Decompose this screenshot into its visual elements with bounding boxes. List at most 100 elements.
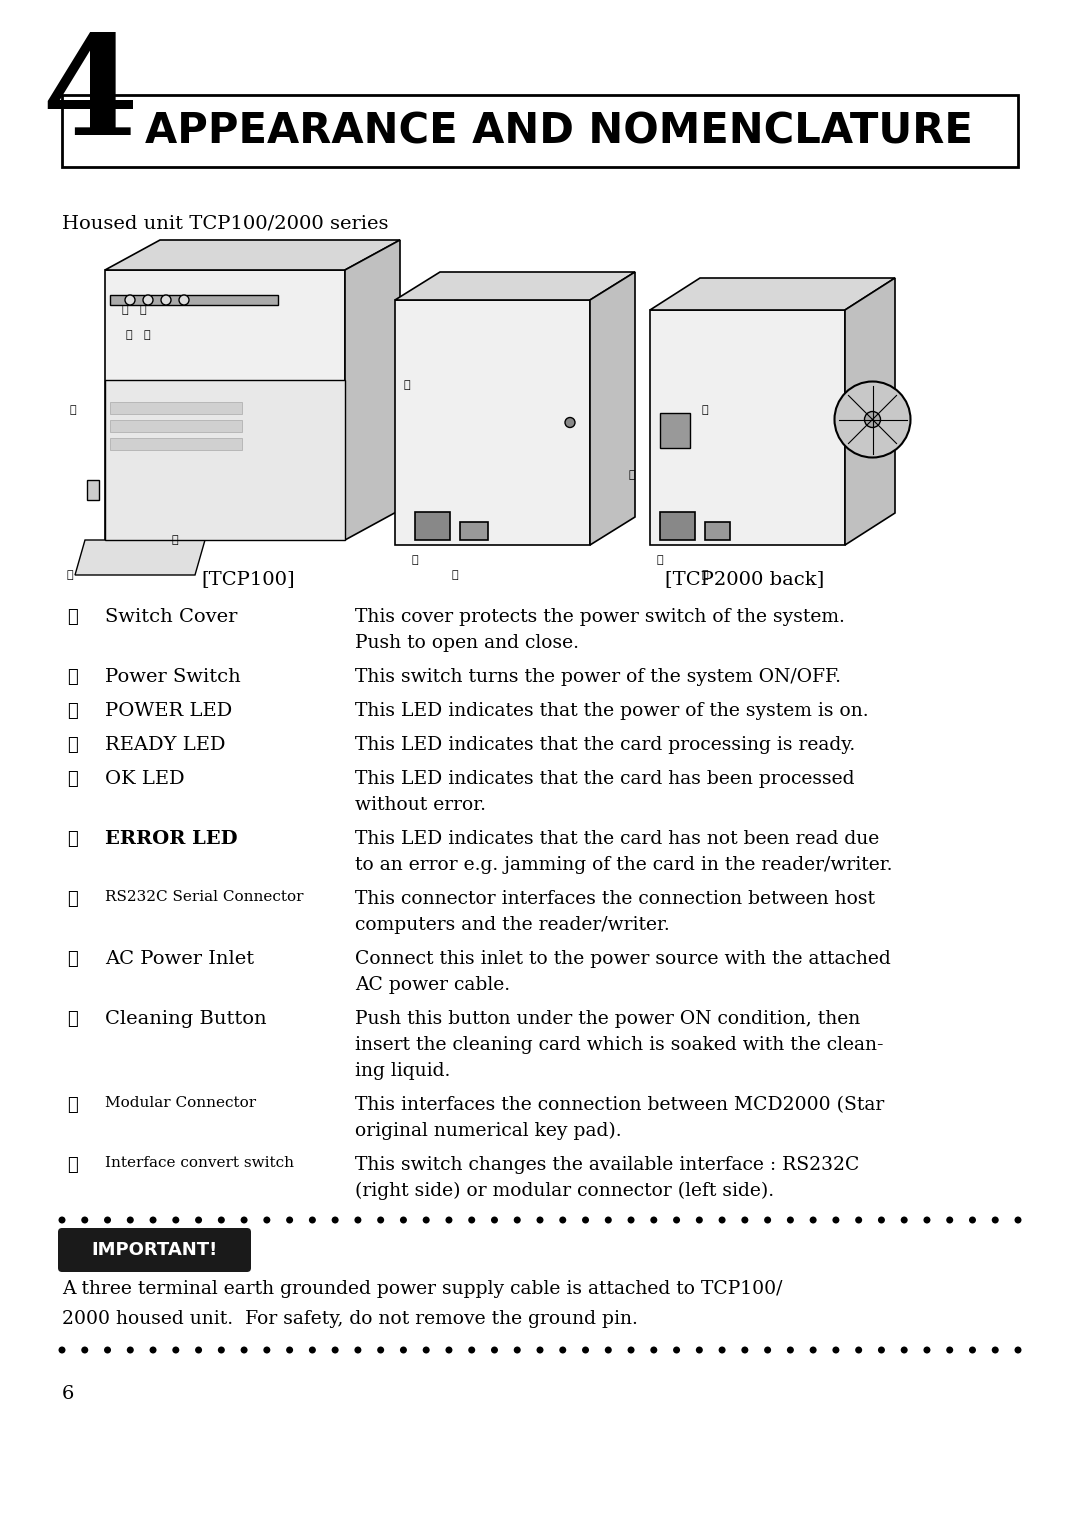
Text: ⑪: ⑪ xyxy=(68,1156,79,1174)
Circle shape xyxy=(58,1217,66,1223)
Text: This LED indicates that the power of the system is on.: This LED indicates that the power of the… xyxy=(355,702,868,720)
Text: IMPORTANT!: IMPORTANT! xyxy=(92,1242,218,1258)
Circle shape xyxy=(969,1217,976,1223)
Circle shape xyxy=(422,1347,430,1353)
Text: ⑤: ⑤ xyxy=(68,771,79,787)
Circle shape xyxy=(559,1217,566,1223)
Text: Push this button under the power ON condition, then: Push this button under the power ON cond… xyxy=(355,1011,861,1027)
Circle shape xyxy=(582,1347,589,1353)
Circle shape xyxy=(741,1347,748,1353)
Circle shape xyxy=(195,1217,202,1223)
Circle shape xyxy=(537,1347,543,1353)
Circle shape xyxy=(445,1347,453,1353)
Circle shape xyxy=(400,1217,407,1223)
Circle shape xyxy=(514,1217,521,1223)
Circle shape xyxy=(173,1347,179,1353)
Text: ⑥: ⑥ xyxy=(144,330,150,339)
Text: original numerical key pad).: original numerical key pad). xyxy=(355,1122,622,1141)
Circle shape xyxy=(173,1217,179,1223)
Bar xyxy=(415,512,450,540)
Circle shape xyxy=(126,1347,134,1353)
Text: to an error e.g. jamming of the card in the reader/writer.: to an error e.g. jamming of the card in … xyxy=(355,856,892,875)
Circle shape xyxy=(833,1347,839,1353)
Text: ⑩: ⑩ xyxy=(404,381,410,390)
Circle shape xyxy=(855,1217,862,1223)
Text: without error.: without error. xyxy=(355,797,486,813)
Text: APPEARANCE AND NOMENCLATURE: APPEARANCE AND NOMENCLATURE xyxy=(145,110,973,151)
Text: ⑨: ⑨ xyxy=(70,405,77,414)
Text: ①: ① xyxy=(68,609,79,625)
Text: This switch turns the power of the system ON/OFF.: This switch turns the power of the syste… xyxy=(355,668,841,687)
Text: ①: ① xyxy=(67,570,73,579)
Circle shape xyxy=(650,1217,658,1223)
Text: ②: ② xyxy=(68,668,79,687)
Text: ERROR LED: ERROR LED xyxy=(105,830,238,849)
Circle shape xyxy=(286,1347,293,1353)
Polygon shape xyxy=(395,272,635,300)
Circle shape xyxy=(58,1347,66,1353)
Text: This cover protects the power switch of the system.: This cover protects the power switch of … xyxy=(355,609,845,625)
Text: AC power cable.: AC power cable. xyxy=(355,976,510,994)
Text: computers and the reader/writer.: computers and the reader/writer. xyxy=(355,916,670,934)
Circle shape xyxy=(627,1217,635,1223)
Bar xyxy=(62,95,1018,167)
Circle shape xyxy=(991,1347,999,1353)
Circle shape xyxy=(537,1217,543,1223)
Circle shape xyxy=(878,1347,885,1353)
Circle shape xyxy=(143,295,153,304)
Circle shape xyxy=(286,1217,293,1223)
Text: ⑩: ⑩ xyxy=(68,1096,79,1115)
FancyBboxPatch shape xyxy=(58,1228,251,1272)
Text: ⑩: ⑩ xyxy=(629,469,635,480)
Text: ③: ③ xyxy=(122,304,129,315)
Circle shape xyxy=(673,1217,680,1223)
Circle shape xyxy=(969,1347,976,1353)
Circle shape xyxy=(445,1217,453,1223)
Circle shape xyxy=(264,1347,270,1353)
Text: (right side) or modular connector (left side).: (right side) or modular connector (left … xyxy=(355,1182,774,1200)
Text: Cleaning Button: Cleaning Button xyxy=(105,1011,267,1027)
Text: ⑦: ⑦ xyxy=(702,570,708,579)
Polygon shape xyxy=(75,540,205,575)
Text: ⑪: ⑪ xyxy=(702,405,708,414)
Text: Switch Cover: Switch Cover xyxy=(105,609,238,625)
Circle shape xyxy=(309,1217,315,1223)
Circle shape xyxy=(923,1217,931,1223)
Circle shape xyxy=(81,1347,89,1353)
Circle shape xyxy=(991,1217,999,1223)
Circle shape xyxy=(241,1217,247,1223)
Text: ing liquid.: ing liquid. xyxy=(355,1063,450,1079)
Circle shape xyxy=(559,1347,566,1353)
Circle shape xyxy=(491,1217,498,1223)
Polygon shape xyxy=(590,272,635,544)
Circle shape xyxy=(833,1217,839,1223)
Polygon shape xyxy=(650,278,895,310)
Text: [TCP100]: [TCP100] xyxy=(201,570,295,589)
Circle shape xyxy=(565,417,575,428)
Text: ②: ② xyxy=(172,535,178,544)
Circle shape xyxy=(354,1217,362,1223)
Circle shape xyxy=(923,1347,931,1353)
Circle shape xyxy=(264,1217,270,1223)
Polygon shape xyxy=(845,278,895,544)
Circle shape xyxy=(765,1217,771,1223)
Text: This interfaces the connection between MCD2000 (Star: This interfaces the connection between M… xyxy=(355,1096,885,1115)
Circle shape xyxy=(161,295,171,304)
Circle shape xyxy=(104,1347,111,1353)
Polygon shape xyxy=(110,402,242,414)
Circle shape xyxy=(673,1347,680,1353)
Polygon shape xyxy=(110,420,242,433)
Circle shape xyxy=(627,1347,635,1353)
Bar xyxy=(110,295,278,304)
Circle shape xyxy=(218,1217,225,1223)
Circle shape xyxy=(787,1217,794,1223)
Bar xyxy=(660,413,690,448)
Circle shape xyxy=(126,1217,134,1223)
Polygon shape xyxy=(345,240,400,540)
Circle shape xyxy=(400,1347,407,1353)
Text: Interface convert switch: Interface convert switch xyxy=(105,1156,294,1170)
Text: Housed unit TCP100/2000 series: Housed unit TCP100/2000 series xyxy=(62,216,389,232)
Circle shape xyxy=(1014,1217,1022,1223)
Circle shape xyxy=(377,1217,384,1223)
Bar xyxy=(705,521,730,540)
